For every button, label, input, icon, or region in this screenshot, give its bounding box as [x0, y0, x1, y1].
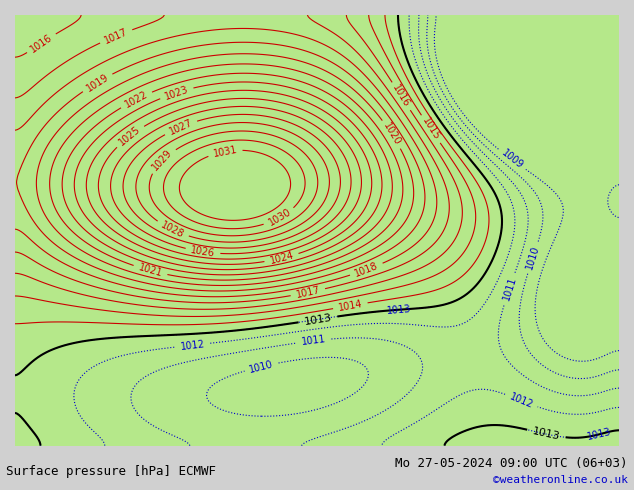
Text: 1009: 1009	[499, 148, 525, 171]
Text: 1011: 1011	[301, 334, 327, 347]
Text: Mo 27-05-2024 09:00 UTC (06+03): Mo 27-05-2024 09:00 UTC (06+03)	[395, 457, 628, 470]
Text: 1018: 1018	[353, 261, 380, 279]
Text: 1013: 1013	[531, 426, 561, 442]
Text: 1013: 1013	[303, 312, 333, 326]
Text: 1030: 1030	[266, 207, 293, 228]
Text: 1015: 1015	[420, 116, 441, 142]
Text: 1031: 1031	[212, 145, 238, 159]
Text: 1017: 1017	[103, 26, 129, 46]
Text: 1010: 1010	[525, 244, 541, 270]
Text: 1019: 1019	[84, 72, 110, 93]
Text: 1016: 1016	[391, 83, 412, 109]
Text: 1013: 1013	[386, 304, 411, 316]
Text: 1021: 1021	[137, 262, 164, 279]
Text: 1020: 1020	[381, 121, 403, 147]
Text: 1014: 1014	[337, 298, 363, 313]
Text: 1012: 1012	[180, 339, 205, 351]
Text: 1016: 1016	[29, 32, 54, 54]
Text: 1027: 1027	[167, 118, 194, 137]
Text: 1028: 1028	[159, 220, 186, 240]
Text: 1013: 1013	[586, 427, 612, 442]
Text: Surface pressure [hPa] ECMWF: Surface pressure [hPa] ECMWF	[6, 465, 216, 478]
Text: 1025: 1025	[117, 124, 143, 148]
Text: ©weatheronline.co.uk: ©weatheronline.co.uk	[493, 475, 628, 485]
Text: 1029: 1029	[150, 148, 174, 173]
Text: 1022: 1022	[123, 89, 150, 110]
Text: 1012: 1012	[508, 392, 534, 410]
Text: 1017: 1017	[295, 285, 321, 300]
Text: 1010: 1010	[249, 359, 275, 374]
Text: 1024: 1024	[268, 250, 295, 266]
Text: 1023: 1023	[164, 84, 190, 101]
Text: 1011: 1011	[501, 275, 518, 301]
Text: 1026: 1026	[190, 245, 216, 259]
